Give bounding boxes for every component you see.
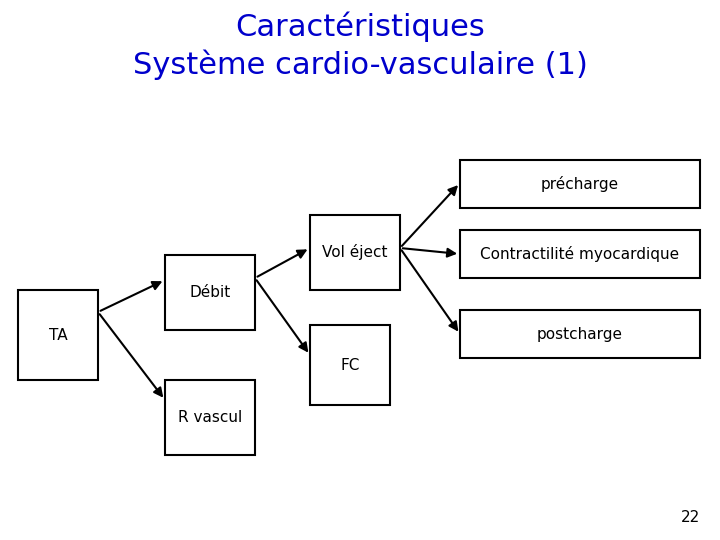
Bar — [460, 310, 700, 358]
Bar — [310, 325, 390, 405]
Text: postcharge: postcharge — [537, 327, 623, 341]
Text: 22: 22 — [680, 510, 700, 525]
Bar — [18, 290, 98, 380]
Text: R vascul: R vascul — [178, 410, 242, 425]
Text: Vol éject: Vol éject — [323, 245, 388, 260]
Bar — [310, 215, 400, 290]
Text: précharge: précharge — [541, 176, 619, 192]
Text: Débit: Débit — [189, 285, 230, 300]
Bar — [460, 160, 700, 208]
Bar — [460, 230, 700, 278]
Text: Contractilité myocardique: Contractilité myocardique — [480, 246, 680, 262]
Text: Caractéristiques
Système cardio-vasculaire (1): Caractéristiques Système cardio-vasculai… — [132, 12, 588, 80]
Bar — [165, 380, 255, 455]
Text: FC: FC — [341, 357, 360, 373]
Bar — [165, 255, 255, 330]
Text: TA: TA — [49, 327, 67, 342]
